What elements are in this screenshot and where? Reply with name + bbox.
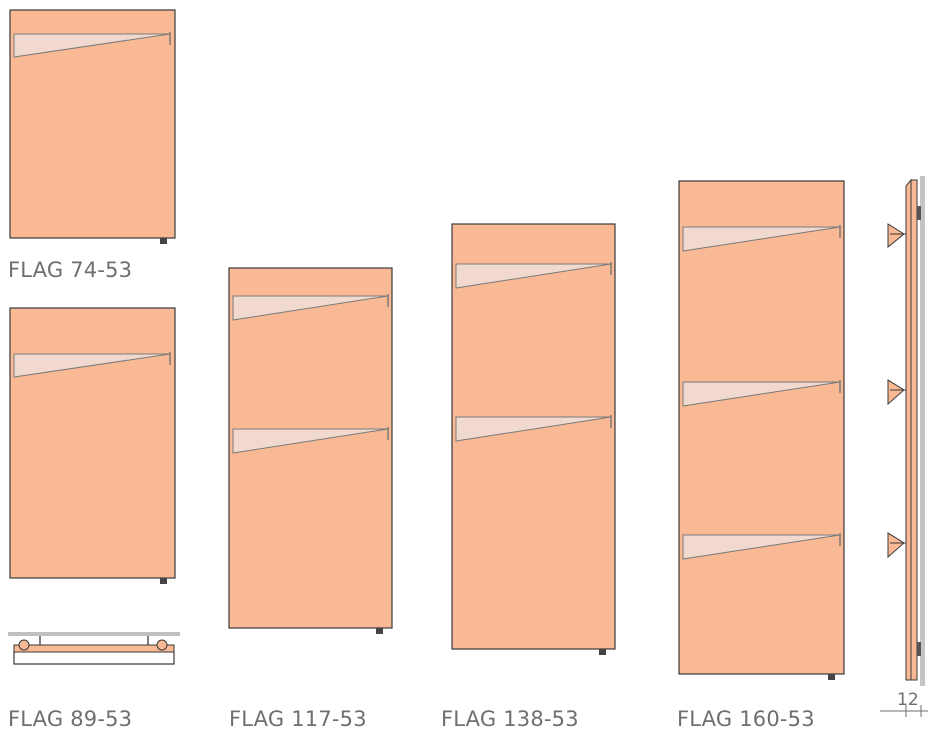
model-label-138-53: FLAG 138-53 [441, 707, 579, 731]
valve [599, 649, 606, 655]
radiator-front-138-53 [451, 223, 616, 655]
radiator-top-view [8, 632, 180, 665]
valve [160, 238, 167, 244]
towel-bar [682, 381, 841, 407]
towel-bar [455, 263, 612, 289]
towel-bar [232, 295, 389, 321]
radiator-front-74-53 [9, 9, 176, 244]
towel-bar [455, 416, 612, 442]
model-label-89-53: FLAG 89-53 [8, 707, 133, 731]
towel-bar [682, 226, 841, 252]
dimension-line [880, 705, 928, 717]
towel-bar [232, 428, 389, 454]
radiator-front-89-53 [9, 307, 176, 584]
model-label-160-53: FLAG 160-53 [677, 707, 815, 731]
valve [828, 674, 835, 680]
radiator-side-view [887, 176, 925, 686]
towel-bar [13, 33, 171, 58]
valve [160, 578, 167, 584]
towel-bar [13, 353, 171, 378]
model-label-117-53: FLAG 117-53 [229, 707, 367, 731]
wall [920, 176, 925, 686]
radiator-front-117-53 [228, 267, 393, 634]
radiator-front-160-53 [678, 180, 845, 680]
model-label-74-53: FLAG 74-53 [8, 258, 133, 282]
valve [376, 628, 383, 634]
side-dimension-label: 12 [897, 690, 919, 710]
towel-bar [682, 534, 841, 560]
